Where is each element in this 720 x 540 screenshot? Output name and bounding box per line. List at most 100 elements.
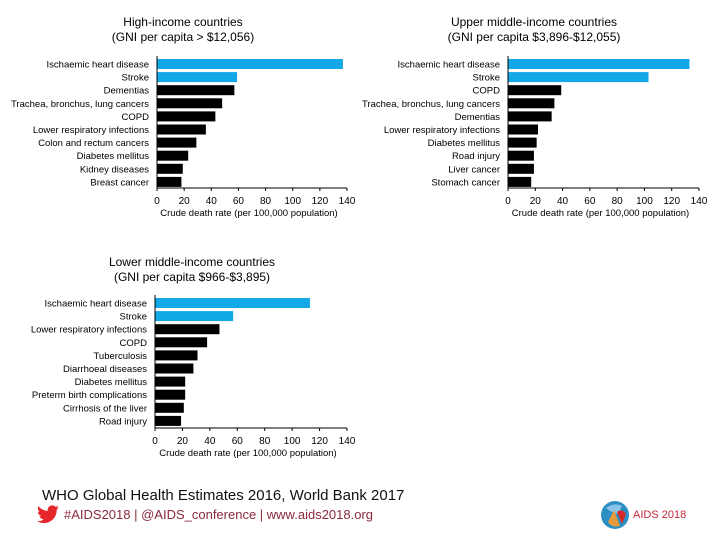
category-label: Stroke [120, 312, 147, 323]
conference-links: #AIDS2018 | @AIDS_conference | www.aids2… [64, 507, 374, 522]
category-label: Stroke [473, 73, 500, 84]
x-tick-label: 40 [557, 196, 569, 207]
chart-title: (GNI per capita > $12,056) [112, 30, 254, 44]
category-label: Diabetes mellitus [428, 138, 501, 149]
bar-breast-cancer [157, 176, 182, 187]
bar-preterm-birth-complications [155, 389, 186, 400]
category-label: COPD [122, 112, 150, 123]
category-label: Breast cancer [90, 177, 149, 188]
bar-liver-cancer [508, 163, 534, 174]
bar-stroke [157, 72, 238, 83]
category-label: Preterm birth complications [32, 390, 147, 401]
x-tick-label: 40 [204, 436, 216, 447]
x-tick-label: 140 [339, 196, 356, 207]
x-tick-label: 100 [284, 436, 301, 447]
x-tick-label: 60 [232, 436, 244, 447]
x-tick-label: 120 [663, 196, 680, 207]
x-tick-label: 60 [584, 196, 596, 207]
bar-dementias [157, 85, 235, 96]
bar-trachea-bronchus-lung-cancers [157, 98, 223, 109]
x-axis-label: Crude death rate (per 100,000 population… [159, 448, 336, 459]
x-tick-label: 0 [154, 196, 160, 207]
bar-kidney-diseases [157, 163, 183, 174]
category-label: Dementias [455, 112, 501, 123]
twitter-bird-icon [36, 505, 60, 530]
bar-ischaemic-heart-disease [157, 59, 343, 69]
bar-dementias [508, 111, 552, 122]
bar-stroke [155, 311, 234, 322]
bar-ischaemic-heart-disease [508, 59, 690, 69]
category-label: Ischaemic heart disease [398, 60, 500, 71]
category-label: Diarrhoeal diseases [63, 364, 147, 375]
x-tick-label: 20 [179, 196, 191, 207]
x-tick-label: 60 [233, 196, 245, 207]
bar-lower-respiratory-infections [155, 324, 220, 335]
bar-diabetes-mellitus [157, 150, 189, 161]
category-label: Diabetes mellitus [75, 377, 148, 388]
category-label: Ischaemic heart disease [45, 299, 147, 310]
chart-title: High-income countries [123, 15, 242, 29]
x-axis-label: Crude death rate (per 100,000 population… [512, 208, 689, 219]
x-tick-label: 20 [530, 196, 542, 207]
category-label: Kidney diseases [80, 164, 149, 175]
bar-diabetes-mellitus [508, 137, 537, 148]
bar-diabetes-mellitus [155, 376, 186, 387]
x-tick-label: 100 [284, 196, 301, 207]
x-tick-label: 0 [505, 196, 511, 207]
bar-road-injury [508, 150, 534, 161]
x-tick-label: 80 [260, 196, 272, 207]
category-label: Dementias [104, 86, 150, 97]
category-label: Lower respiratory infections [31, 325, 147, 336]
bar-lower-respiratory-infections [157, 124, 206, 135]
chart-title: Upper middle-income countries [451, 15, 617, 29]
category-label: Lower respiratory infections [33, 125, 149, 136]
category-label: Cirrhosis of the liver [63, 403, 147, 414]
category-label: Road injury [452, 151, 500, 162]
x-tick-label: 100 [636, 196, 653, 207]
x-tick-label: 140 [339, 436, 356, 447]
category-label: Tuberculosis [93, 351, 147, 362]
category-label: Liver cancer [448, 164, 500, 175]
category-label: Trachea, bronchus, lung cancers [11, 99, 149, 110]
x-tick-label: 120 [311, 436, 328, 447]
category-label: Colon and rectum cancers [38, 138, 149, 149]
category-label: Stomach cancer [431, 177, 500, 188]
bar-stroke [508, 72, 649, 83]
chart-title: (GNI per capita $3,896-$12,055) [448, 30, 621, 44]
bar-colon-and-rectum-cancers [157, 137, 197, 148]
chart-title: Lower middle-income countries [109, 255, 275, 269]
category-label: Road injury [99, 416, 147, 427]
bar-diarrhoeal-diseases [155, 363, 194, 374]
logo-text: AIDS 2018 [633, 509, 687, 521]
aids2018-globe-icon [601, 501, 629, 529]
x-tick-label: 140 [691, 196, 708, 207]
x-tick-label: 0 [152, 436, 158, 447]
category-label: Stroke [122, 73, 149, 84]
x-axis-label: Crude death rate (per 100,000 population… [160, 208, 337, 219]
aids2018-logo: AIDS 2018 [600, 500, 686, 530]
bar-trachea-bronchus-lung-cancers [508, 98, 555, 109]
bar-tuberculosis [155, 350, 198, 361]
bar-stomach-cancer [508, 176, 532, 187]
x-tick-label: 40 [206, 196, 218, 207]
category-label: COPD [120, 338, 148, 349]
x-tick-label: 80 [612, 196, 624, 207]
bar-copd [155, 337, 208, 348]
chart-title: (GNI per capita $966-$3,895) [114, 270, 270, 284]
category-label: COPD [473, 86, 501, 97]
category-label: Trachea, bronchus, lung cancers [362, 99, 500, 110]
bar-lower-respiratory-infections [508, 124, 539, 135]
category-label: Ischaemic heart disease [47, 60, 149, 71]
bar-road-injury [155, 415, 182, 426]
x-tick-label: 20 [177, 436, 189, 447]
bar-copd [508, 85, 562, 96]
x-tick-label: 120 [312, 196, 329, 207]
charts-canvas: High-income countries(GNI per capita > $… [11, 15, 708, 459]
bar-copd [157, 111, 216, 122]
category-label: Lower respiratory infections [384, 125, 500, 136]
source-citation: WHO Global Health Estimates 2016, World … [42, 487, 405, 504]
category-label: Diabetes mellitus [77, 151, 150, 162]
x-tick-label: 80 [259, 436, 271, 447]
bar-cirrhosis-of-the-liver [155, 402, 184, 413]
bar-ischaemic-heart-disease [155, 298, 310, 308]
